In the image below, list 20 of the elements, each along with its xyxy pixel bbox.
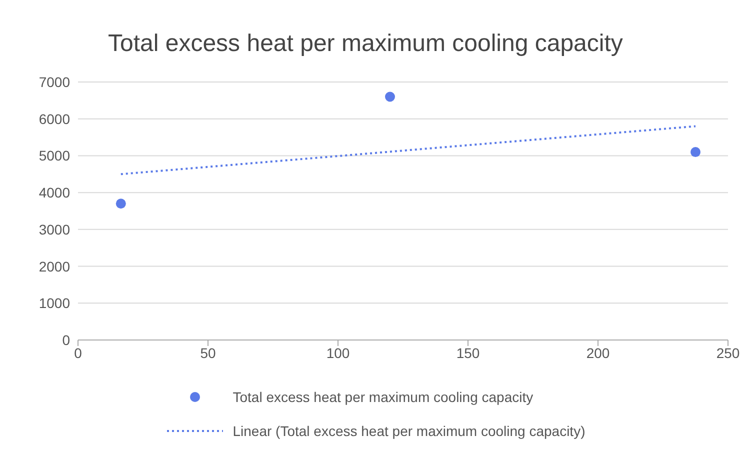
y-tick-label: 6000 (38, 110, 70, 127)
point (116, 198, 126, 209)
point (690, 147, 700, 158)
x-tick-label: 200 (586, 344, 610, 361)
x-tick-label: 250 (716, 344, 740, 361)
x-tick-label: 0 (74, 344, 82, 361)
y-tick-label: 5000 (38, 148, 70, 164)
legend-label: Total excess heat per maximum cooling capacity (232, 389, 534, 405)
point (385, 92, 395, 102)
y-tick-label: 0 (62, 332, 70, 348)
chart-title: Total excess heat per maximum cooling capacity (108, 30, 623, 58)
y-tick-label: 3000 (38, 221, 70, 238)
x-tick-label: 100 (326, 344, 350, 361)
y-tick-label: 1000 (38, 295, 70, 312)
y-tick-label: 4000 (38, 184, 70, 201)
x-tick-label: 50 (200, 344, 216, 361)
x-tick-label: 150 (456, 344, 480, 361)
y-tick-label: 7000 (38, 74, 70, 90)
y-tick-label: 2000 (38, 258, 70, 274)
legend-label: Linear (Total excess heat per maximum cooling capacity) (232, 423, 586, 439)
